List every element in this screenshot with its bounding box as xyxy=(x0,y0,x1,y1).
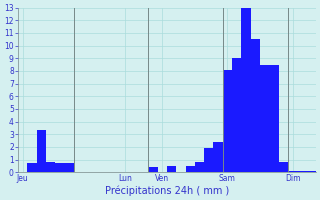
Bar xyxy=(260,65,269,172)
Bar xyxy=(288,171,297,172)
Bar xyxy=(223,70,232,172)
Bar xyxy=(36,130,46,172)
Bar xyxy=(251,39,260,172)
Bar xyxy=(241,8,251,172)
Bar xyxy=(297,171,307,172)
Bar xyxy=(279,162,288,172)
Bar xyxy=(27,163,36,172)
Bar xyxy=(204,148,213,172)
Bar xyxy=(232,58,241,172)
Bar xyxy=(213,142,223,172)
Bar xyxy=(55,163,65,172)
Bar xyxy=(195,162,204,172)
Bar xyxy=(148,167,157,172)
Bar xyxy=(65,163,74,172)
Bar xyxy=(307,171,316,172)
Bar xyxy=(167,166,176,172)
Bar xyxy=(269,65,279,172)
Bar xyxy=(46,162,55,172)
Bar xyxy=(186,166,195,172)
X-axis label: Précipitations 24h ( mm ): Précipitations 24h ( mm ) xyxy=(105,185,229,196)
